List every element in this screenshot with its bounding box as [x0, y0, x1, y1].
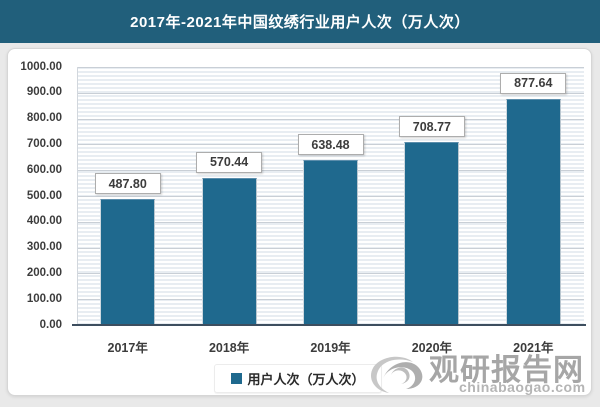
- y-tick-label: 500.00: [26, 189, 62, 202]
- bar-2021年: [505, 98, 561, 324]
- x-tick-label: 2019年: [310, 341, 351, 355]
- chart-title: 2017年-2021年中国纹绣行业用户人次（万人次）: [130, 14, 470, 31]
- legend-marker-square: [231, 373, 243, 384]
- gridline: [78, 92, 584, 94]
- y-tick-label: 100.00: [26, 292, 62, 305]
- bar-2018年: [201, 177, 257, 324]
- bar-2017年: [100, 199, 156, 324]
- gridline: [78, 67, 584, 68]
- value-label: 487.80: [94, 173, 161, 195]
- legend-label: 用户人次（万人次）: [247, 372, 365, 387]
- y-tick-label: 300.00: [26, 241, 62, 254]
- x-tick-label: 2021年: [513, 341, 554, 355]
- x-tick-label: 2017年: [107, 341, 148, 355]
- y-tick-label: 700.00: [26, 137, 62, 150]
- bar-2020年: [404, 142, 460, 324]
- bar-2019年: [303, 160, 358, 324]
- x-tick-label: 2018年: [208, 341, 250, 355]
- value-label: 708.77: [398, 116, 465, 138]
- y-tick-label: 600.00: [26, 163, 62, 176]
- y-tick-label: 200.00: [26, 266, 62, 279]
- title-bar: 2017年-2021年中国纹绣行业用户人次（万人次）: [0, 0, 600, 43]
- gridline: [78, 118, 584, 120]
- y-tick-label: 900.00: [26, 86, 62, 99]
- y-tick-label: 0.00: [39, 318, 62, 331]
- chart-panel: 1000.00 900.00 800.00 700.00 600.00 500.00 400…: [7, 48, 592, 396]
- value-label: 638.48: [297, 134, 364, 156]
- y-tick-label: 800.00: [26, 112, 62, 125]
- x-tick-label: 2020年: [411, 341, 453, 355]
- y-tick-label: 1000.00: [20, 60, 62, 73]
- value-label: 570.44: [196, 151, 263, 173]
- x-axis-line: [72, 324, 586, 326]
- y-tick-label: 400.00: [26, 215, 62, 228]
- value-label: 877.64: [500, 72, 567, 94]
- legend: 用户人次（万人次）: [214, 364, 382, 393]
